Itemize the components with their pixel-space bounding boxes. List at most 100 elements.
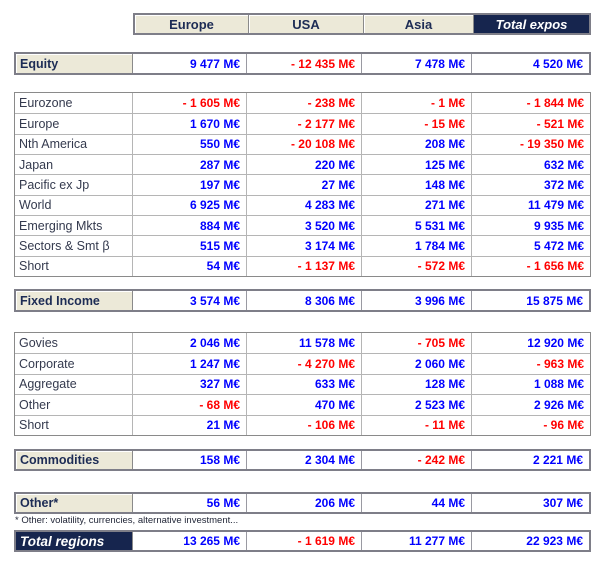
cell-value: 3 174 M€ xyxy=(247,236,362,256)
cell-value: 1 670 M€ xyxy=(133,114,247,134)
table-row-aggregate: Aggregate 327 M€ 633 M€ 128 M€ 1 088 M€ xyxy=(15,373,590,395)
row-label: Nth America xyxy=(15,134,133,154)
cell-value: - 20 108 M€ xyxy=(247,134,362,154)
cell-value: 271 M€ xyxy=(362,195,472,215)
cell-value: 208 M€ xyxy=(362,134,472,154)
cell-value: 27 M€ xyxy=(247,175,362,195)
cell-value: 633 M€ xyxy=(247,374,362,395)
table-row-pacific-ex-jp: Pacific ex Jp 197 M€ 27 M€ 148 M€ 372 M€ xyxy=(15,174,590,195)
cell-fixed-income-usa: 8 306 M€ xyxy=(247,291,362,310)
cell-equity-usa: - 12 435 M€ xyxy=(247,54,362,73)
column-header-row: Europe USA Asia Total expos xyxy=(133,13,591,35)
cell-value: - 521 M€ xyxy=(536,116,584,131)
row-label: Aggregate xyxy=(15,374,133,395)
cell-value: - 11 M€ xyxy=(362,415,472,435)
table-row-govies: Govies 2 046 M€ 11 578 M€ - 705 M€ 12 92… xyxy=(15,333,590,354)
cell-equity-total: 4 520 M€ xyxy=(532,56,583,71)
cell-value: 1 247 M€ xyxy=(133,354,247,374)
cell-value: 6 925 M€ xyxy=(133,195,247,215)
cell-fixed-income-total: 15 875 M€ xyxy=(526,293,583,308)
row-label-commodities: Commodities xyxy=(16,451,133,469)
row-label: World xyxy=(15,195,133,215)
table-row-nth-america: Nth America 550 M€ - 20 108 M€ 208 M€ - … xyxy=(15,133,590,154)
row-label-other: Other* xyxy=(16,494,133,512)
cell-value: 125 M€ xyxy=(362,155,472,175)
cell-fixed-income-europe: 3 574 M€ xyxy=(133,291,247,310)
cell-value: 9 935 M€ xyxy=(533,218,584,233)
row-label: Sectors & Smt β xyxy=(15,236,133,256)
table-row-fi-short: Short 21 M€ - 106 M€ - 11 M€ - 96 M€ xyxy=(15,414,590,435)
cell-commodities-usa: 2 304 M€ xyxy=(247,451,362,469)
cell-fixed-income-asia: 3 996 M€ xyxy=(362,291,472,310)
cell-value: 11 479 M€ xyxy=(527,198,584,213)
cell-value: 1 088 M€ xyxy=(533,377,584,392)
cell-value: 5 531 M€ xyxy=(362,216,472,236)
cell-total-regions-usa: - 1 619 M€ xyxy=(247,532,362,550)
row-label: Eurozone xyxy=(15,93,133,114)
cell-total-regions-asia: 11 277 M€ xyxy=(362,532,472,550)
table-row-sectors-smart-beta: Sectors & Smt β 515 M€ 3 174 M€ 1 784 M€… xyxy=(15,235,590,256)
cell-value: - 705 M€ xyxy=(362,333,472,354)
cell-equity-asia: 7 478 M€ xyxy=(362,54,472,73)
total-regions-row: Total regions 13 265 M€ - 1 619 M€ 11 27… xyxy=(14,530,591,552)
cell-value: 470 M€ xyxy=(247,395,362,415)
cell-value: 884 M€ xyxy=(133,216,247,236)
cell-value: 21 M€ xyxy=(133,415,247,435)
fixed-income-detail-table: Govies 2 046 M€ 11 578 M€ - 705 M€ 12 92… xyxy=(14,332,591,436)
row-label: Other xyxy=(15,395,133,415)
cell-value: - 238 M€ xyxy=(247,93,362,114)
row-label: Short xyxy=(15,415,133,435)
cell-commodities-europe: 158 M€ xyxy=(133,451,247,469)
row-label: Europe xyxy=(15,114,133,134)
cell-equity-europe: 9 477 M€ xyxy=(133,54,247,73)
table-row-emerging-mkts: Emerging Mkts 884 M€ 3 520 M€ 5 531 M€ 9… xyxy=(15,215,590,236)
cell-value: - 106 M€ xyxy=(247,415,362,435)
cell-value: 2 046 M€ xyxy=(133,333,247,354)
row-label: Corporate xyxy=(15,354,133,374)
cell-value: 11 578 M€ xyxy=(247,333,362,354)
row-label: Emerging Mkts xyxy=(15,216,133,236)
cell-value: - 15 M€ xyxy=(362,114,472,134)
cell-total-regions-europe: 13 265 M€ xyxy=(133,532,247,550)
row-label-fixed-income: Fixed Income xyxy=(16,291,133,310)
cell-value: - 1 656 M€ xyxy=(526,259,584,274)
cell-value: 287 M€ xyxy=(133,155,247,175)
cell-value: - 19 350 M€ xyxy=(519,137,584,152)
row-label-equity: Equity xyxy=(16,54,133,73)
cell-value: 632 M€ xyxy=(543,157,584,172)
cell-value: - 572 M€ xyxy=(362,256,472,276)
table-row-equity-short: Short 54 M€ - 1 137 M€ - 572 M€ - 1 656 … xyxy=(15,255,590,276)
commodities-summary-row: Commodities 158 M€ 2 304 M€ - 242 M€ 2 2… xyxy=(14,449,591,471)
row-label: Short xyxy=(15,256,133,276)
cell-value: 515 M€ xyxy=(133,236,247,256)
cell-other-asia: 44 M€ xyxy=(362,494,472,512)
cell-value: - 963 M€ xyxy=(536,357,584,372)
row-label: Japan xyxy=(15,155,133,175)
column-header-total-expos: Total expos xyxy=(474,15,589,33)
cell-value: 372 M€ xyxy=(543,177,584,192)
cell-value: 148 M€ xyxy=(362,175,472,195)
cell-value: 197 M€ xyxy=(133,175,247,195)
fixed-income-summary-row: Fixed Income 3 574 M€ 8 306 M€ 3 996 M€ … xyxy=(14,289,591,312)
cell-value: 5 472 M€ xyxy=(533,238,584,253)
equity-summary-row: Equity 9 477 M€ - 12 435 M€ 7 478 M€ 4 5… xyxy=(14,52,591,75)
table-row-eurozone: Eurozone - 1 605 M€ - 238 M€ - 1 M€ - 1 … xyxy=(15,93,590,114)
cell-value: 4 283 M€ xyxy=(247,195,362,215)
cell-commodities-asia: - 242 M€ xyxy=(362,451,472,469)
cell-value: - 1 605 M€ xyxy=(133,93,247,114)
cell-value: 220 M€ xyxy=(247,155,362,175)
cell-value: 550 M€ xyxy=(133,134,247,154)
cell-total-regions-total: 22 923 M€ xyxy=(526,534,583,548)
cell-other-total: 307 M€ xyxy=(542,496,583,510)
cell-value: 54 M€ xyxy=(133,256,247,276)
cell-value: 3 520 M€ xyxy=(247,216,362,236)
cell-other-usa: 206 M€ xyxy=(247,494,362,512)
cell-value: - 1 137 M€ xyxy=(247,256,362,276)
column-header-usa: USA xyxy=(249,15,364,33)
cell-value: - 2 177 M€ xyxy=(247,114,362,134)
column-header-asia: Asia xyxy=(364,15,474,33)
cell-value: - 1 M€ xyxy=(362,93,472,114)
other-footnote: * Other: volatility, currencies, alterna… xyxy=(15,515,239,526)
cell-value: - 1 844 M€ xyxy=(526,96,584,111)
